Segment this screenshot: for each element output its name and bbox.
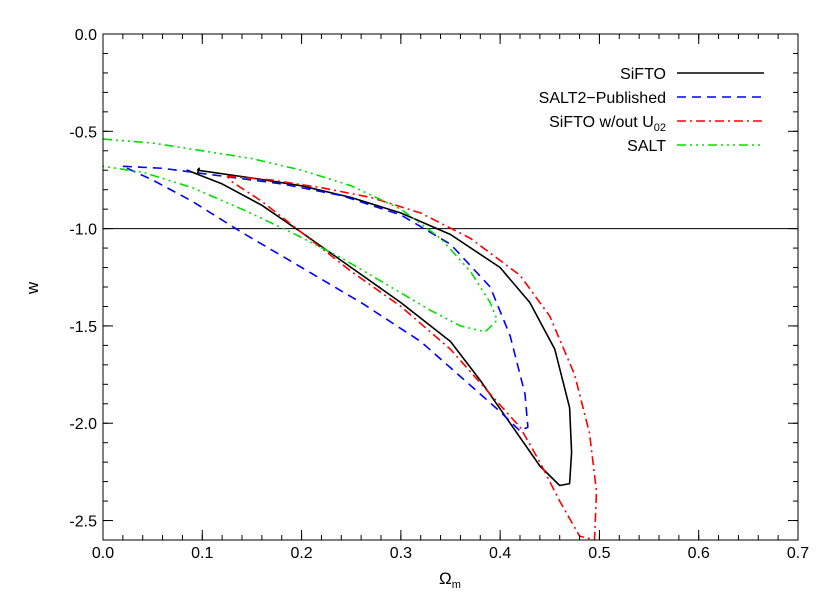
x-axis-label: Ωm (439, 569, 461, 591)
legend-label-3: SALT (627, 138, 666, 155)
y-tick-label: -2.5 (69, 514, 97, 531)
x-tick-label: 0.7 (787, 545, 809, 562)
plot-frame (102, 33, 799, 541)
legend-label-2: SiFTO w/out U02 (549, 114, 666, 134)
y-tick-label: -0.5 (69, 124, 97, 141)
x-tick-label: 0.2 (290, 545, 312, 562)
y-tick-label: -2.0 (69, 416, 97, 433)
plot-area (102, 138, 798, 541)
x-tick-label: 0.6 (688, 545, 710, 562)
x-tick-label: 0.3 (390, 545, 412, 562)
legend: SiFTO SALT2−Published SiFTO w/out U02 SALT (539, 66, 764, 155)
y-tick-label: -1.5 (69, 319, 97, 336)
y-tick-label: -1.0 (69, 222, 97, 239)
series-contour-0 (186, 167, 573, 487)
axes: 0.0 0.1 0.2 0.3 0.4 0.5 0.6 0.7 0.0 -0.5 -1.0 -1.5 -… (69, 27, 809, 562)
series-contour-3 (102, 138, 498, 333)
series-contour-2 (226, 175, 598, 541)
legend-label-0: SiFTO (620, 66, 666, 83)
y-tick-label: 0.0 (75, 27, 97, 44)
x-tick-label: 0.4 (489, 545, 511, 562)
x-tick-label: 0.0 (92, 545, 114, 562)
legend-label-1: SALT2−Published (539, 90, 666, 107)
y-axis-label: w (23, 281, 42, 295)
x-tick-label: 0.1 (191, 545, 213, 562)
series-contour-1 (122, 165, 529, 432)
x-tick-label: 0.5 (588, 545, 610, 562)
